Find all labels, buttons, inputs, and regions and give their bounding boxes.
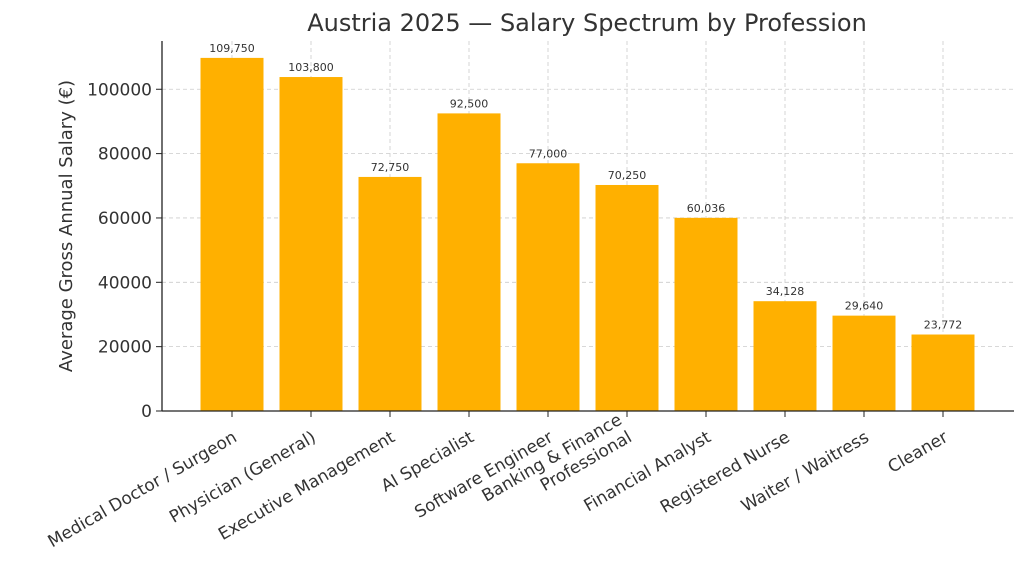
data-label: 77,000 — [529, 147, 568, 160]
data-label: 92,500 — [450, 97, 489, 110]
y-tick-label: 60000 — [98, 209, 152, 229]
bar — [911, 334, 975, 411]
y-tick-label: 100000 — [87, 80, 152, 100]
data-label: 70,250 — [608, 169, 647, 182]
y-tick-label: 40000 — [98, 273, 152, 293]
bar — [358, 176, 422, 411]
bar — [674, 217, 738, 411]
y-tick-labels: 0 20000 40000 60000 80000 100000 — [87, 80, 162, 422]
axes — [161, 41, 1014, 412]
bars — [200, 57, 975, 412]
bar — [437, 113, 501, 412]
bar — [753, 301, 817, 411]
data-label: 34,128 — [766, 285, 805, 298]
y-axis-label: Average Gross Annual Salary (€) — [56, 80, 77, 372]
x-tick-label-line: Waiter / Waitress — [738, 427, 873, 516]
bar — [200, 57, 264, 412]
data-label: 72,750 — [371, 161, 410, 174]
y-tick-label: 0 — [141, 402, 152, 422]
data-label: 23,772 — [924, 319, 963, 332]
x-tick-label: Waiter / Waitress — [738, 427, 873, 516]
y-tick-label: 80000 — [98, 145, 152, 165]
y-tick-label: 20000 — [98, 338, 152, 358]
x-tick-label: Registered Nurse — [657, 427, 794, 517]
data-label: 109,750 — [209, 42, 255, 55]
data-label: 60,036 — [687, 202, 726, 215]
chart-title: Austria 2025 — Salary Spectrum by Profes… — [307, 9, 867, 37]
x-tick-label: Cleaner — [885, 427, 952, 477]
x-tick-label-line: Cleaner — [885, 427, 952, 477]
bar — [279, 77, 343, 411]
data-labels: 109,750 103,800 72,750 92,500 77,000 70,250 60… — [209, 42, 962, 332]
bar — [832, 315, 896, 411]
data-label: 103,800 — [288, 61, 334, 74]
data-label: 29,640 — [845, 300, 884, 313]
x-tick-label-line: Registered Nurse — [657, 427, 794, 517]
bar — [516, 163, 580, 411]
bar — [595, 184, 659, 411]
